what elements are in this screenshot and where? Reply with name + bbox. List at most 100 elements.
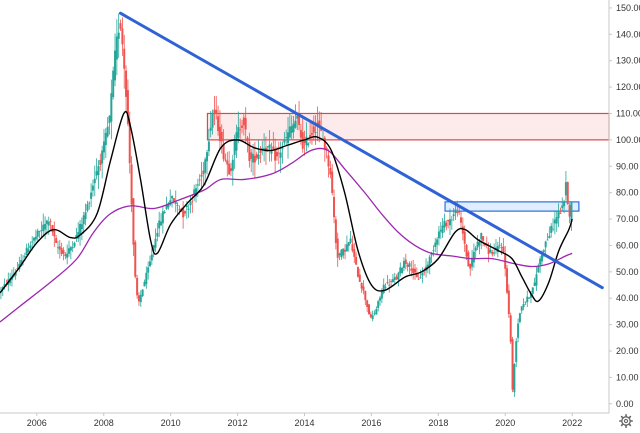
candle-body <box>172 198 175 203</box>
candle-body <box>333 196 336 218</box>
candle-body <box>136 277 139 296</box>
candle-body <box>546 239 549 241</box>
candle-body <box>73 242 76 247</box>
candle-body <box>130 164 133 205</box>
candle-body <box>294 120 297 128</box>
y-tick-label: 10.00 <box>616 372 639 382</box>
x-tick-label: 2014 <box>294 418 314 428</box>
candle-body <box>290 125 293 133</box>
candle-body <box>355 256 358 265</box>
chart-settings-gear-icon[interactable] <box>619 414 633 428</box>
candle-body <box>472 251 475 263</box>
candle-body <box>257 154 260 160</box>
candle-body <box>182 207 185 218</box>
candle-body <box>29 245 32 249</box>
candle-body <box>513 364 516 393</box>
y-tick-label: 40.00 <box>616 293 639 303</box>
y-tick-label: 20.00 <box>616 346 639 356</box>
candle-body <box>360 282 363 289</box>
candle-body <box>255 154 258 158</box>
x-tick-label: 2010 <box>161 418 181 428</box>
candle-body <box>380 290 383 299</box>
candle-body <box>540 254 543 262</box>
candle-body <box>559 213 562 214</box>
candle-body <box>75 235 78 239</box>
candle-body <box>423 271 426 273</box>
candle-body <box>183 211 186 214</box>
candle-body <box>568 205 571 217</box>
candle-body <box>340 249 343 258</box>
candle-body <box>279 152 282 158</box>
candle-body <box>377 301 380 309</box>
candle-body <box>441 225 444 234</box>
candle-body <box>307 143 310 146</box>
candle-body <box>367 304 370 315</box>
candle-body <box>299 130 302 138</box>
candle-body <box>432 250 435 252</box>
candle-body <box>397 272 400 281</box>
candle-body <box>493 252 496 254</box>
candle-body <box>524 301 527 303</box>
candle-body <box>285 137 288 138</box>
candle-body <box>261 147 264 149</box>
candle-body <box>82 215 85 225</box>
candle-body <box>528 297 531 299</box>
candle-body <box>191 201 194 203</box>
candle-body <box>226 160 229 165</box>
candle-body <box>34 236 37 240</box>
candle-body <box>356 266 359 277</box>
candle-body <box>382 284 385 293</box>
candle-body <box>147 267 150 273</box>
zone-rect-0 <box>206 112 610 141</box>
candle-body <box>281 148 284 150</box>
candle-body <box>160 221 163 226</box>
candle-body <box>202 170 205 175</box>
candle-body <box>119 23 122 29</box>
candle-body <box>25 247 28 256</box>
y-tick-label: 100.00 <box>616 135 640 145</box>
candle-body <box>224 159 227 161</box>
candle-body <box>108 115 111 124</box>
candle-body <box>507 290 510 315</box>
candle-body <box>375 309 378 315</box>
candle-body <box>500 247 503 249</box>
candle-body <box>49 221 52 223</box>
candle-body <box>287 132 290 144</box>
y-tick-label: 0.00 <box>616 399 634 409</box>
candle-body <box>71 247 74 249</box>
candle-body <box>323 137 326 149</box>
candle-body <box>476 241 479 248</box>
candle-body <box>515 341 518 363</box>
candle-body <box>292 123 295 133</box>
candle-body <box>548 235 551 239</box>
candle-body <box>126 90 129 124</box>
candle-body <box>152 245 155 251</box>
x-tick-label: 2016 <box>361 418 381 428</box>
candle-body <box>434 242 437 247</box>
candle-body <box>439 229 442 232</box>
candle-body <box>460 217 463 223</box>
candle-body <box>163 211 166 213</box>
candle-body <box>143 281 146 287</box>
candle-body <box>123 48 126 69</box>
candle-body <box>198 179 201 181</box>
candle-body <box>241 125 244 128</box>
candle-body <box>86 204 89 211</box>
candle-body <box>298 114 301 125</box>
candle-body <box>447 219 450 222</box>
candle-body <box>419 277 422 279</box>
candle-body <box>305 136 308 146</box>
candle-body <box>491 251 494 255</box>
candle-body <box>45 220 48 224</box>
x-tick-label: 2018 <box>428 418 448 428</box>
candle-body <box>266 146 269 148</box>
candle-body <box>77 232 80 239</box>
candle-body <box>412 268 415 273</box>
candle-body <box>132 198 135 245</box>
candle-body <box>482 236 485 241</box>
candles <box>0 13 573 397</box>
trendline[interactable] <box>118 11 604 290</box>
candle-body <box>364 290 367 301</box>
candle-body <box>259 150 262 154</box>
candle-body <box>338 253 341 256</box>
